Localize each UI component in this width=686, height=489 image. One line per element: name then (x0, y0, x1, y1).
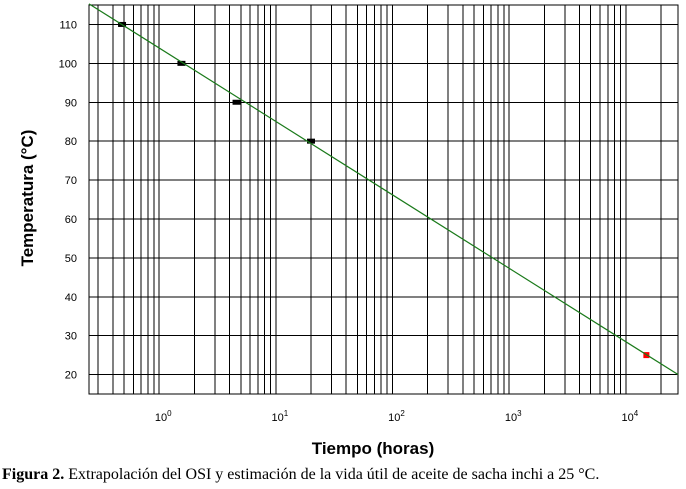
y-tick-label: 60 (65, 214, 77, 226)
chart: 20 30 40 50 60 70 80 90 100 110 100 101 102 103 104 Te… (18, 3, 679, 458)
plot-frame (88, 4, 679, 395)
y-tick-label: 20 (65, 370, 77, 382)
figure-caption: Figura 2. Extrapolación del OSI y estima… (2, 466, 686, 484)
data-point (306, 138, 315, 144)
data-point (177, 60, 186, 66)
y-tick-label: 30 (65, 331, 77, 343)
x-axis-title: Tiempo (horas) (312, 439, 434, 458)
x-tick-label: 101 (272, 409, 289, 424)
y-tick-label: 40 (65, 292, 77, 304)
grid (88, 4, 679, 395)
data-point (232, 99, 241, 105)
tick-labels: 20 30 40 50 60 70 80 90 100 110 100 101 102 103 104 (59, 19, 639, 424)
y-tick-label: 50 (65, 253, 77, 265)
x-tick-label: 104 (621, 409, 638, 424)
y-tick-label: 90 (65, 97, 77, 109)
y-axis-title: Temperatura (°C) (18, 130, 37, 267)
y-tick-label: 110 (59, 19, 77, 31)
x-tick-label: 102 (388, 409, 405, 424)
x-tick-label: 100 (155, 409, 172, 424)
regression-line (88, 3, 679, 376)
x-tick-label: 103 (505, 409, 522, 424)
caption-label: Figura 2. (2, 466, 65, 483)
y-tick-label: 70 (65, 175, 77, 187)
y-tick-label: 100 (59, 58, 77, 70)
y-tick-label: 80 (65, 136, 77, 148)
series-layer (88, 3, 679, 376)
caption-text: Extrapolación del OSI y estimación de la… (64, 466, 600, 483)
